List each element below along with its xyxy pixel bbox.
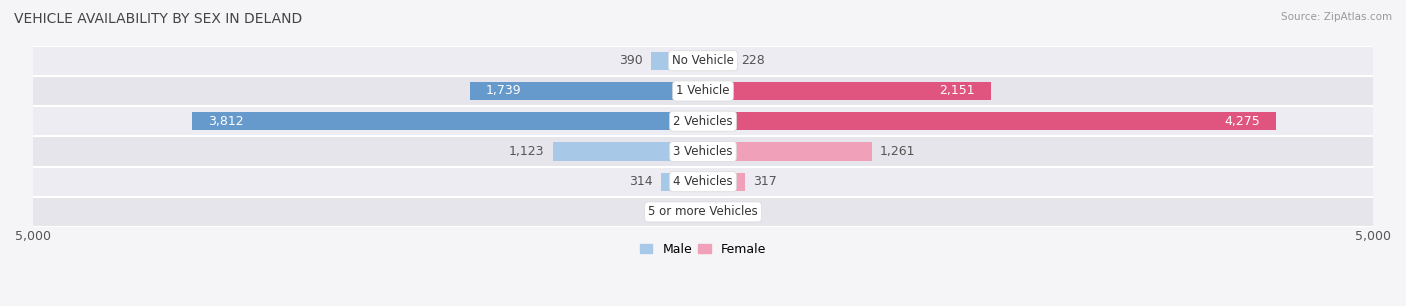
Bar: [703, 82, 991, 100]
Text: 2 Vehicles: 2 Vehicles: [673, 115, 733, 128]
Bar: [703, 112, 1275, 130]
Text: 317: 317: [754, 175, 778, 188]
Text: 65: 65: [720, 205, 735, 218]
Text: 3,812: 3,812: [208, 115, 243, 128]
Text: 1,123: 1,123: [509, 145, 544, 158]
Text: 228: 228: [741, 54, 765, 67]
Bar: [470, 82, 703, 100]
Bar: [703, 203, 711, 221]
Bar: [32, 166, 1374, 197]
Bar: [703, 52, 734, 70]
Bar: [32, 46, 1374, 76]
Text: 1,739: 1,739: [486, 84, 522, 98]
Text: 5 or more Vehicles: 5 or more Vehicles: [648, 205, 758, 218]
Text: 390: 390: [619, 54, 643, 67]
Bar: [193, 112, 703, 130]
Bar: [32, 197, 1374, 227]
Bar: [651, 52, 703, 70]
Bar: [661, 173, 703, 191]
Bar: [703, 142, 872, 161]
Text: 314: 314: [630, 175, 652, 188]
Legend: Male, Female: Male, Female: [636, 238, 770, 261]
Text: 1 Vehicle: 1 Vehicle: [676, 84, 730, 98]
Text: No Vehicle: No Vehicle: [672, 54, 734, 67]
Text: 4 Vehicles: 4 Vehicles: [673, 175, 733, 188]
Text: 3 Vehicles: 3 Vehicles: [673, 145, 733, 158]
Bar: [32, 106, 1374, 136]
Text: VEHICLE AVAILABILITY BY SEX IN DELAND: VEHICLE AVAILABILITY BY SEX IN DELAND: [14, 12, 302, 26]
Bar: [32, 76, 1374, 106]
Text: 4,275: 4,275: [1225, 115, 1260, 128]
Text: 1,261: 1,261: [880, 145, 915, 158]
Text: 2,151: 2,151: [939, 84, 976, 98]
Bar: [553, 142, 703, 161]
Text: 59: 59: [671, 205, 688, 218]
Bar: [703, 173, 745, 191]
Text: Source: ZipAtlas.com: Source: ZipAtlas.com: [1281, 12, 1392, 22]
Bar: [695, 203, 703, 221]
Bar: [32, 136, 1374, 166]
